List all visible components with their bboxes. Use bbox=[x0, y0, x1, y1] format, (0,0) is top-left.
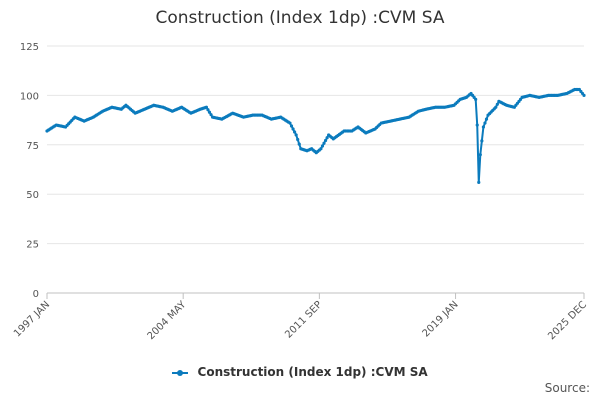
data-point[interactable] bbox=[325, 136, 329, 140]
data-point[interactable] bbox=[495, 102, 499, 106]
data-point[interactable] bbox=[294, 133, 298, 137]
data-point[interactable] bbox=[297, 142, 301, 146]
y-tick-label: 75 bbox=[26, 141, 39, 152]
legend[interactable]: Construction (Index 1dp) :CVM SA bbox=[0, 365, 600, 379]
x-tick-label: 2011 SEP bbox=[283, 299, 324, 340]
y-tick-label: 25 bbox=[26, 240, 39, 251]
source-label: Source: bbox=[544, 381, 590, 395]
data-point[interactable] bbox=[204, 105, 208, 109]
x-tick-label: 2025 DEC bbox=[546, 299, 589, 342]
data-point[interactable] bbox=[206, 108, 210, 112]
legend-label: Construction (Index 1dp) :CVM SA bbox=[197, 365, 428, 379]
data-point[interactable] bbox=[480, 139, 484, 143]
x-tick-label: 2019 JAN bbox=[421, 299, 461, 339]
data-point[interactable] bbox=[484, 117, 489, 121]
data-point[interactable] bbox=[289, 124, 294, 128]
data-point[interactable] bbox=[288, 121, 292, 125]
data-point[interactable] bbox=[209, 113, 213, 117]
y-tick-label: 100 bbox=[20, 91, 39, 102]
y-tick-label: 0 bbox=[33, 289, 39, 300]
data-point[interactable] bbox=[319, 147, 323, 151]
y-tick-label: 50 bbox=[26, 190, 39, 201]
data-point[interactable] bbox=[477, 180, 481, 184]
data-point[interactable] bbox=[494, 105, 498, 109]
data-point[interactable] bbox=[483, 121, 487, 125]
data-point[interactable] bbox=[323, 138, 328, 143]
data-point[interactable] bbox=[207, 110, 212, 114]
data-point[interactable] bbox=[320, 144, 325, 148]
data-point[interactable] bbox=[582, 93, 586, 97]
legend-marker-icon bbox=[172, 368, 189, 378]
data-point[interactable] bbox=[474, 97, 478, 101]
data-point[interactable] bbox=[481, 125, 486, 129]
data-point[interactable] bbox=[291, 127, 295, 131]
data-point[interactable] bbox=[475, 123, 479, 127]
data-point[interactable] bbox=[296, 137, 300, 142]
data-point[interactable] bbox=[322, 141, 326, 145]
x-tick-label: 1997 JAN bbox=[12, 299, 52, 339]
x-tick-label: 2004 MAY bbox=[146, 299, 189, 342]
chart-title: Construction (Index 1dp) :CVM SA bbox=[155, 8, 445, 28]
data-point[interactable] bbox=[478, 153, 482, 157]
y-tick-label: 125 bbox=[20, 42, 39, 53]
data-point[interactable] bbox=[293, 130, 297, 134]
